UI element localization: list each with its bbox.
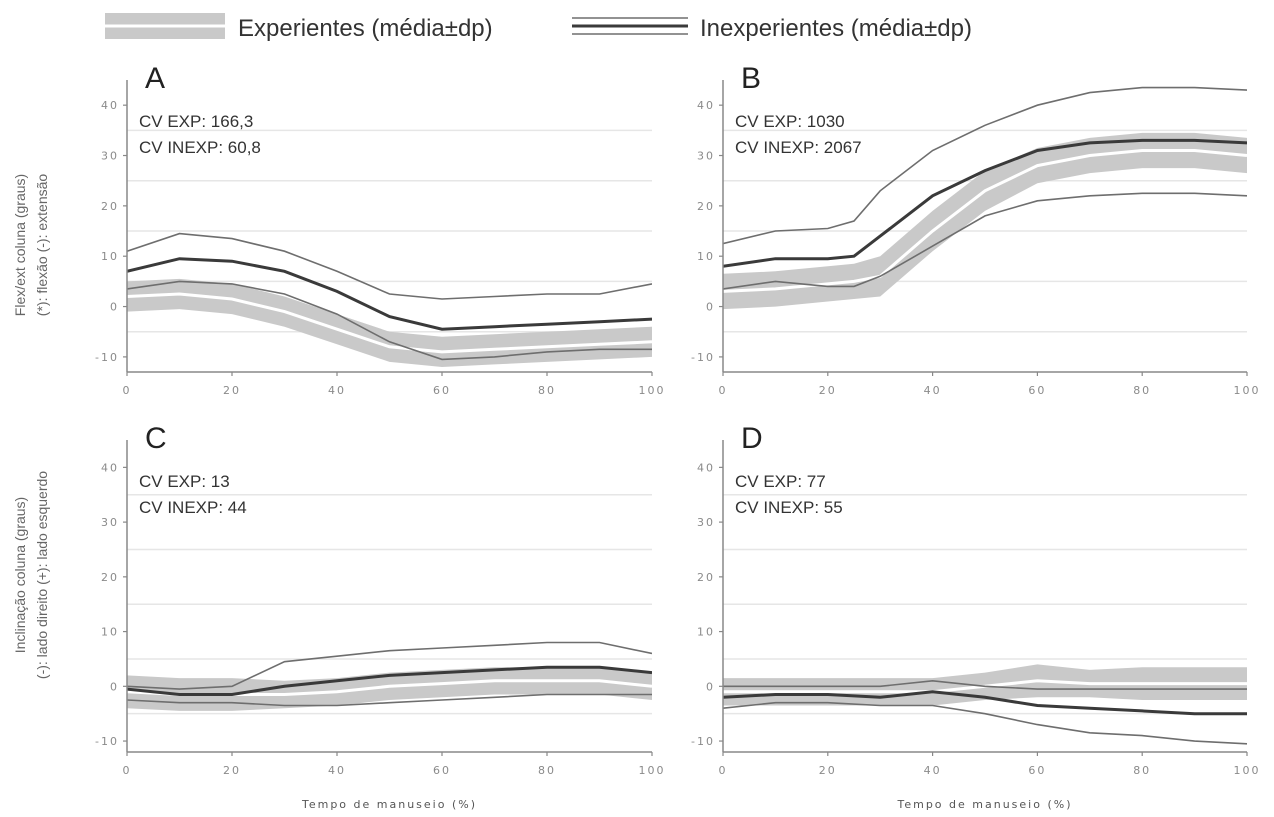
exp-mean-line-a xyxy=(127,292,652,354)
y-tick-label-c: 20 xyxy=(101,571,119,584)
legend: Experientes (média±dp) Inexperientes (mé… xyxy=(105,13,972,42)
cv-exp-label-c: CV EXP: 13 xyxy=(139,472,230,491)
panel-letter-d: D xyxy=(741,422,763,455)
legend-swatch-inexperienced xyxy=(572,17,688,35)
y-tick-label-d: -10 xyxy=(691,735,715,748)
cv-exp-label-d: CV EXP: 77 xyxy=(735,472,826,491)
inexp-mean-line-a xyxy=(127,257,652,331)
panel-letter-a: A xyxy=(145,62,165,95)
inexp-lower-line-c xyxy=(127,693,652,707)
x-axis-label-d: Tempo de manuseio (%) xyxy=(896,798,1072,811)
plot-area-b xyxy=(723,86,1247,310)
inexp-mean-line-b xyxy=(723,138,1247,268)
x-tick-label-c: 0 xyxy=(123,764,132,777)
y-tick-label-d: 40 xyxy=(697,461,715,474)
y-tick-label-b: 20 xyxy=(697,200,715,213)
x-axis-label-c: Tempo de manuseio (%) xyxy=(301,798,477,811)
y-tick-label-d: 30 xyxy=(697,516,715,529)
x-tick-label-c: 100 xyxy=(639,764,666,777)
x-tick-label-a: 40 xyxy=(328,384,346,397)
exp-sd-band-a xyxy=(127,278,652,367)
cv-exp-label-b: CV EXP: 1030 xyxy=(735,112,845,131)
x-tick-label-c: 60 xyxy=(433,764,451,777)
exp-mean-line-b xyxy=(723,149,1247,293)
y-tick-label-a: -10 xyxy=(95,351,119,364)
exp-sd-band-c xyxy=(127,667,652,711)
x-tick-label-a: 0 xyxy=(123,384,132,397)
ylabel-top-line2: (*): flexão (-): extensão xyxy=(34,174,50,317)
exp-sd-band-b xyxy=(723,132,1247,310)
x-tick-label-d: 40 xyxy=(924,764,942,777)
legend-label-inexperienced: Inexperientes (média±dp) xyxy=(700,15,972,42)
inexp-lower-line-a xyxy=(127,280,652,361)
panel-d: -10 0 10 20 30 40 0 20 40 60 80 100 Tempo de manusei… xyxy=(691,422,1261,811)
y-tick-label-a: 20 xyxy=(101,200,119,213)
y-tick-label-a: 10 xyxy=(101,250,119,263)
legend-swatch-experienced xyxy=(105,13,225,39)
x-tick-label-b: 20 xyxy=(819,384,837,397)
ylabel-bottom-line2: (-): lado direito (+): lado esquerdo xyxy=(34,471,50,679)
y-tick-label-b: 10 xyxy=(697,250,715,263)
x-tick-label-b: 60 xyxy=(1028,384,1046,397)
y-tick-label-c: -10 xyxy=(95,735,119,748)
x-tick-label-a: 60 xyxy=(433,384,451,397)
cv-inexp-label-b: CV INEXP: 2067 xyxy=(735,138,862,157)
y-tick-label-c: 10 xyxy=(101,626,119,639)
x-tick-label-c: 20 xyxy=(223,764,241,777)
ylabel-top-line1: Flex/ext coluna (graus) xyxy=(12,174,28,316)
y-tick-label-b: 30 xyxy=(697,150,715,163)
y-tick-label-a: 0 xyxy=(110,301,119,314)
y-tick-label-d: 0 xyxy=(706,680,715,693)
x-tick-label-d: 100 xyxy=(1234,764,1261,777)
x-tick-label-d: 80 xyxy=(1133,764,1151,777)
y-tick-label-d: 10 xyxy=(697,626,715,639)
x-tick-label-c: 40 xyxy=(328,764,346,777)
plot-area-d xyxy=(723,664,1247,745)
plot-area-a xyxy=(127,232,652,367)
x-tick-label-b: 40 xyxy=(924,384,942,397)
cv-inexp-label-a: CV INEXP: 60,8 xyxy=(139,138,261,157)
inexp-upper-line-a xyxy=(127,232,652,300)
x-tick-label-a: 80 xyxy=(538,384,556,397)
y-tick-label-a: 40 xyxy=(101,99,119,112)
inexp-upper-line-b xyxy=(723,86,1247,245)
inexp-lower-line-b xyxy=(723,192,1247,290)
y-tick-label-d: 20 xyxy=(697,571,715,584)
cv-inexp-label-d: CV INEXP: 55 xyxy=(735,498,843,517)
y-tick-label-b: 40 xyxy=(697,99,715,112)
panel-c: -10 0 10 20 30 40 0 20 40 60 80 100 Tempo de manusei… xyxy=(95,422,666,811)
y-tick-label-b: 0 xyxy=(706,301,715,314)
x-tick-label-b: 100 xyxy=(1234,384,1261,397)
x-tick-label-d: 0 xyxy=(719,764,728,777)
y-tick-label-c: 0 xyxy=(110,680,119,693)
panel-letter-c: C xyxy=(145,422,167,455)
inexp-mean-line-d xyxy=(723,690,1247,716)
panel-letter-b: B xyxy=(741,62,761,95)
inexp-upper-line-d xyxy=(723,679,1247,690)
panel-b: -10 0 10 20 30 40 0 20 40 60 80 100 B CV EXP: 1030 CV … xyxy=(691,62,1261,397)
cv-exp-label-a: CV EXP: 166,3 xyxy=(139,112,253,131)
panel-a: -10 0 10 20 30 40 0 20 40 60 80 100 A CV EXP: 166,3 CV… xyxy=(95,62,666,397)
y-tick-label-c: 30 xyxy=(101,516,119,529)
y-tick-label-a: 30 xyxy=(101,150,119,163)
x-tick-label-d: 20 xyxy=(819,764,837,777)
legend-label-experienced: Experientes (média±dp) xyxy=(238,15,493,42)
x-tick-label-c: 80 xyxy=(538,764,556,777)
y-tick-label-c: 40 xyxy=(101,461,119,474)
inexp-lower-line-d xyxy=(723,701,1247,745)
x-tick-label-b: 0 xyxy=(719,384,728,397)
x-tick-label-d: 60 xyxy=(1028,764,1046,777)
cv-inexp-label-c: CV INEXP: 44 xyxy=(139,498,247,517)
y-tick-label-b: -10 xyxy=(691,351,715,364)
x-tick-label-a: 20 xyxy=(223,384,241,397)
inexp-upper-line-c xyxy=(127,641,652,690)
plot-area-c xyxy=(127,641,652,711)
ylabel-bottom-line1: Inclinação coluna (graus) xyxy=(12,497,28,653)
inexp-mean-line-c xyxy=(127,665,652,696)
x-tick-label-a: 100 xyxy=(639,384,666,397)
x-tick-label-b: 80 xyxy=(1133,384,1151,397)
